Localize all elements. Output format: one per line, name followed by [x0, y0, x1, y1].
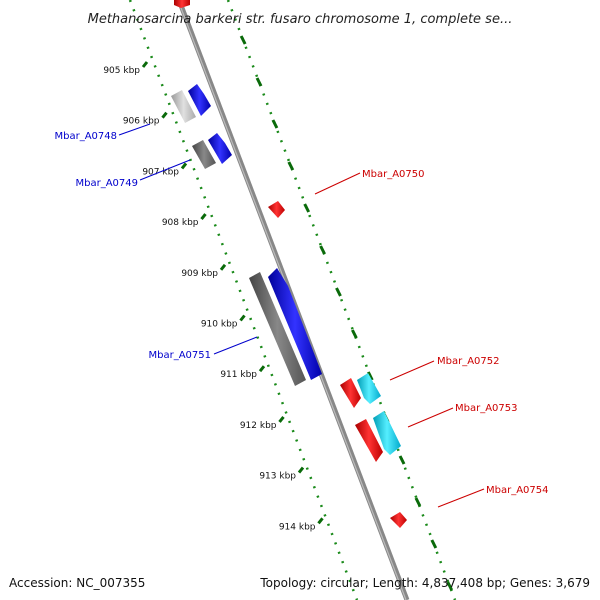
topology-summary: Topology: circular; Length: 4,837,408 bp… — [259, 576, 590, 590]
feature-arrow-gray-751 — [249, 272, 306, 386]
leader-line-751 — [213, 336, 258, 355]
outer-ring-dash — [446, 581, 454, 591]
kbp-tick-mark — [239, 314, 246, 322]
kbp-tick-mark — [258, 365, 266, 373]
leader-line-750 — [314, 172, 361, 195]
outer-ring-dash — [271, 119, 279, 129]
feature-arrow-blue-748 — [188, 84, 211, 116]
gene-label-left[interactable]: Mbar_A0748 — [54, 131, 117, 142]
kbp-tick-label: 907 kbp — [142, 167, 179, 177]
leader-line-754 — [437, 488, 485, 508]
outer-ring-dash — [303, 203, 311, 213]
leader-line-749 — [139, 159, 191, 181]
outer-ring-dash — [430, 539, 438, 549]
gene-label-right[interactable]: Mbar_A0750 — [362, 169, 425, 180]
leader-line-748 — [118, 123, 151, 136]
outer-ring-dash — [255, 77, 263, 87]
outer-ring-dash — [351, 329, 358, 339]
leader-line-752 — [389, 360, 435, 381]
kbp-tick-label: 906 kbp — [123, 117, 160, 127]
kbp-tick-mark — [161, 111, 168, 119]
gene-label-left[interactable]: Mbar_A0749 — [75, 178, 138, 189]
outer-ring-dash — [319, 245, 326, 255]
gene-label-right[interactable]: Mbar_A0753 — [455, 403, 518, 414]
feature-arrow-cyan-753 — [373, 411, 401, 455]
map-title: Methanosarcina barkeri str. fusaro chrom… — [88, 12, 513, 27]
kbp-tick-label: 905 kbp — [103, 66, 140, 76]
kbp-tick-mark — [200, 213, 207, 221]
feature-arrow-red-754 — [390, 512, 407, 528]
outer-dotted-ring — [226, 0, 457, 600]
feature-arrow-top — [174, 0, 190, 8]
feature-arrow-gray-2 — [192, 140, 216, 169]
outer-ring-dash — [414, 497, 422, 507]
feature-arrow-cyan-752 — [357, 373, 381, 404]
kbp-tick-label: 908 kbp — [162, 218, 199, 228]
kbp-tick-label: 909 kbp — [181, 269, 218, 279]
kbp-tick-mark — [278, 415, 285, 423]
kbp-tick-label: 913 kbp — [259, 472, 296, 482]
outer-ring-dash — [239, 35, 247, 45]
kbp-tick-mark — [317, 517, 324, 525]
outer-ring-dash — [335, 287, 342, 297]
inner-dotted-ring — [128, 0, 359, 600]
feature-arrow-red-753 — [355, 419, 383, 462]
kbp-ticks: 905 kbp 906 kbp 907 kbp 908 kbp 909 kbp 910 k… — [103, 61, 324, 532]
kbp-tick-label: 912 kbp — [240, 421, 277, 431]
outer-ring-dash — [287, 161, 295, 171]
leader-line-753 — [407, 407, 454, 428]
kbp-tick-mark — [297, 466, 305, 474]
accession-text: Accession: NC_007355 — [9, 576, 145, 590]
gene-label-right[interactable]: Mbar_A0754 — [486, 485, 549, 496]
feature-arrow-blue-749 — [208, 133, 232, 164]
kbp-tick-label: 911 kbp — [220, 370, 257, 380]
gene-label-left[interactable]: Mbar_A0751 — [148, 350, 211, 361]
kbp-tick-mark — [141, 61, 149, 68]
kbp-tick-label: 914 kbp — [279, 522, 316, 532]
kbp-tick-mark — [180, 162, 188, 170]
feature-arrow-blue-751 — [268, 268, 322, 380]
gene-label-right[interactable]: Mbar_A0752 — [437, 356, 500, 367]
kbp-tick-mark — [219, 263, 227, 271]
kbp-tick-label: 910 kbp — [201, 320, 238, 330]
outer-ring-dash — [398, 455, 406, 465]
feature-arrow-red-752 — [340, 378, 361, 408]
outer-ring-dash — [366, 371, 374, 381]
feature-arrow-red-750 — [268, 201, 285, 218]
feature-arrow-gray-1 — [171, 90, 196, 123]
